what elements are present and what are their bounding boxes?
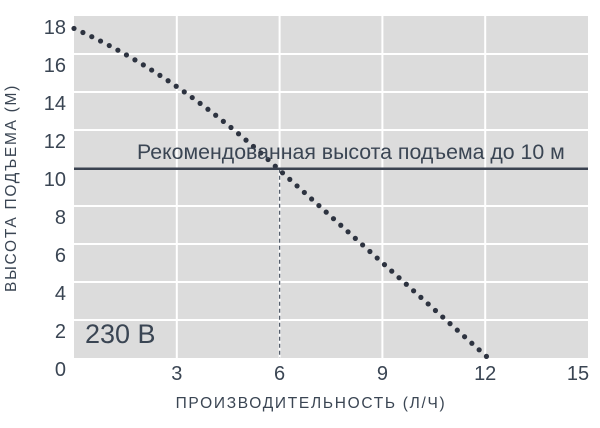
- svg-text:9: 9: [377, 363, 388, 385]
- svg-text:0: 0: [55, 359, 66, 381]
- svg-text:2: 2: [55, 321, 66, 343]
- svg-text:6: 6: [274, 363, 285, 385]
- svg-text:15: 15: [567, 363, 589, 385]
- svg-text:ПРОИЗВОДИТЕЛЬНОСТЬ (Л/Ч): ПРОИЗВОДИТЕЛЬНОСТЬ (Л/Ч): [176, 395, 447, 412]
- svg-text:Рекомендованная высота подъема: Рекомендованная высота подъема до 10 м: [137, 140, 565, 164]
- svg-text:ВЫСОТА ПОДЪЕМА (М): ВЫСОТА ПОДЪЕМА (М): [3, 84, 20, 292]
- svg-text:18: 18: [44, 17, 66, 39]
- svg-text:12: 12: [44, 131, 66, 153]
- svg-text:3: 3: [171, 363, 182, 385]
- svg-text:14: 14: [44, 93, 66, 115]
- svg-text:12: 12: [474, 363, 496, 385]
- svg-text:4: 4: [55, 283, 66, 305]
- svg-text:8: 8: [55, 207, 66, 229]
- svg-text:10: 10: [44, 169, 66, 191]
- svg-text:6: 6: [55, 245, 66, 267]
- svg-text:16: 16: [44, 55, 66, 77]
- svg-text:230 В: 230 В: [85, 319, 156, 349]
